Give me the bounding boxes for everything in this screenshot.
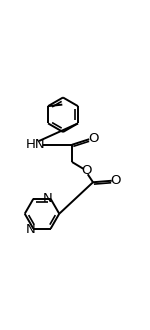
Text: HN: HN — [26, 138, 46, 151]
Text: O: O — [88, 132, 99, 145]
Text: O: O — [111, 174, 121, 187]
Text: N: N — [43, 191, 52, 205]
Text: N: N — [26, 223, 35, 236]
Text: O: O — [81, 164, 92, 178]
